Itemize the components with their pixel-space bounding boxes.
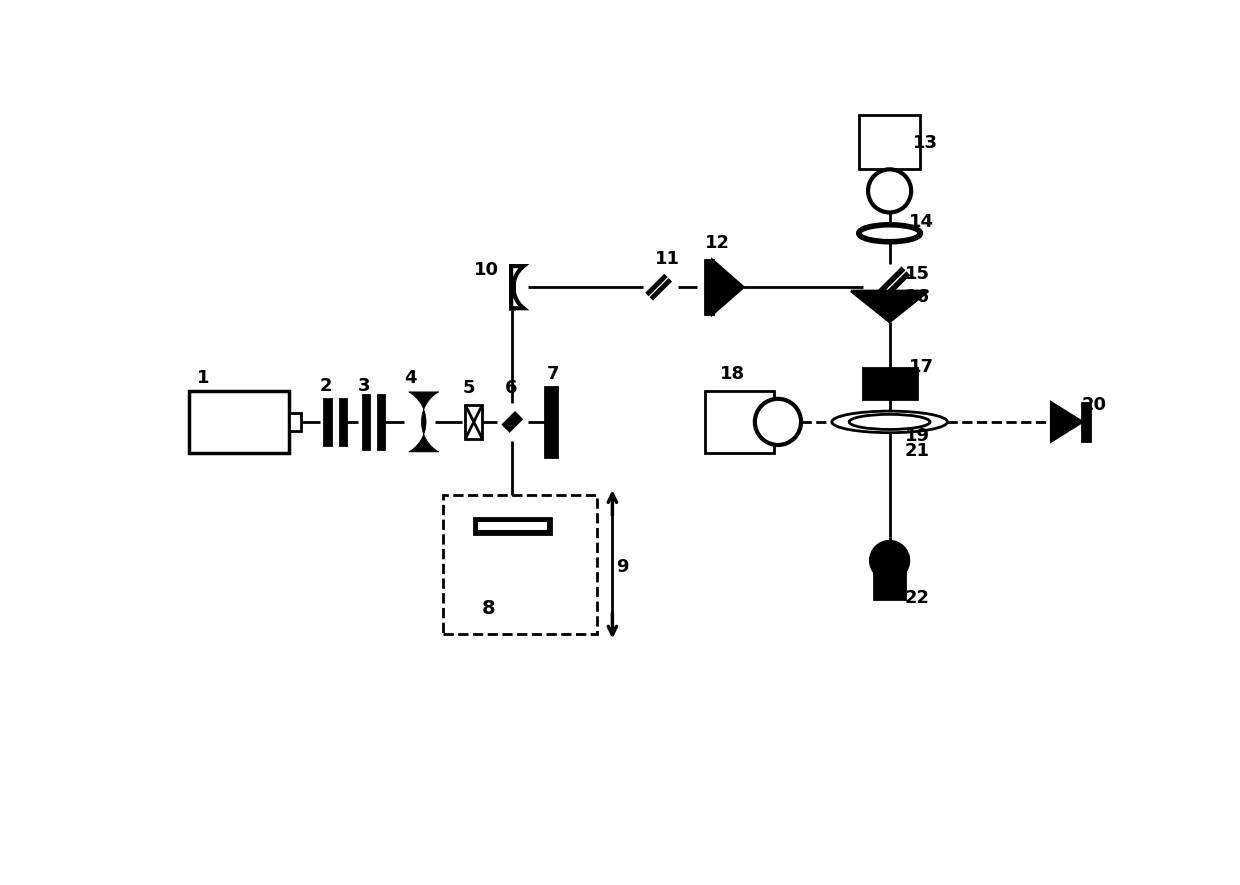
Bar — [477, 522, 547, 530]
Polygon shape — [1052, 403, 1083, 441]
Text: 3: 3 — [358, 377, 371, 395]
Polygon shape — [851, 291, 928, 322]
Text: 2: 2 — [320, 377, 332, 395]
Text: 4: 4 — [404, 369, 417, 388]
Text: 15: 15 — [905, 266, 930, 283]
Bar — [544, 388, 557, 457]
Bar — [289, 412, 300, 431]
Bar — [704, 391, 774, 453]
Polygon shape — [713, 260, 743, 314]
Bar — [188, 391, 289, 453]
Text: 1: 1 — [197, 369, 210, 388]
Text: 5: 5 — [463, 380, 475, 397]
Ellipse shape — [832, 412, 947, 433]
Ellipse shape — [859, 225, 920, 242]
Bar — [874, 560, 905, 599]
Ellipse shape — [849, 414, 930, 429]
Bar — [363, 395, 370, 449]
Text: 10: 10 — [474, 261, 498, 280]
Bar — [325, 399, 331, 445]
Text: 9: 9 — [616, 558, 629, 576]
Text: 7: 7 — [547, 366, 559, 383]
Text: 11: 11 — [655, 250, 680, 268]
Bar — [443, 495, 596, 634]
Bar — [474, 518, 551, 534]
Bar — [859, 115, 920, 169]
Text: 22: 22 — [905, 589, 930, 607]
Text: 19: 19 — [905, 427, 930, 445]
Circle shape — [868, 169, 911, 212]
Text: 8: 8 — [481, 599, 495, 619]
Circle shape — [870, 542, 909, 580]
Text: 21: 21 — [905, 442, 930, 460]
Text: 17: 17 — [909, 358, 934, 376]
Polygon shape — [409, 392, 439, 452]
Circle shape — [755, 399, 801, 445]
Text: 13: 13 — [913, 135, 937, 152]
Text: 20: 20 — [1083, 396, 1107, 414]
Bar — [863, 368, 916, 399]
Bar — [1083, 403, 1090, 441]
Bar — [465, 405, 482, 439]
Bar — [378, 395, 384, 449]
Bar — [704, 260, 713, 314]
Text: 14: 14 — [909, 213, 934, 231]
Text: 16: 16 — [905, 289, 930, 306]
Polygon shape — [511, 266, 523, 308]
Bar — [340, 399, 346, 445]
Text: 18: 18 — [720, 366, 745, 383]
Text: 12: 12 — [704, 235, 730, 252]
Text: 6: 6 — [505, 380, 517, 397]
